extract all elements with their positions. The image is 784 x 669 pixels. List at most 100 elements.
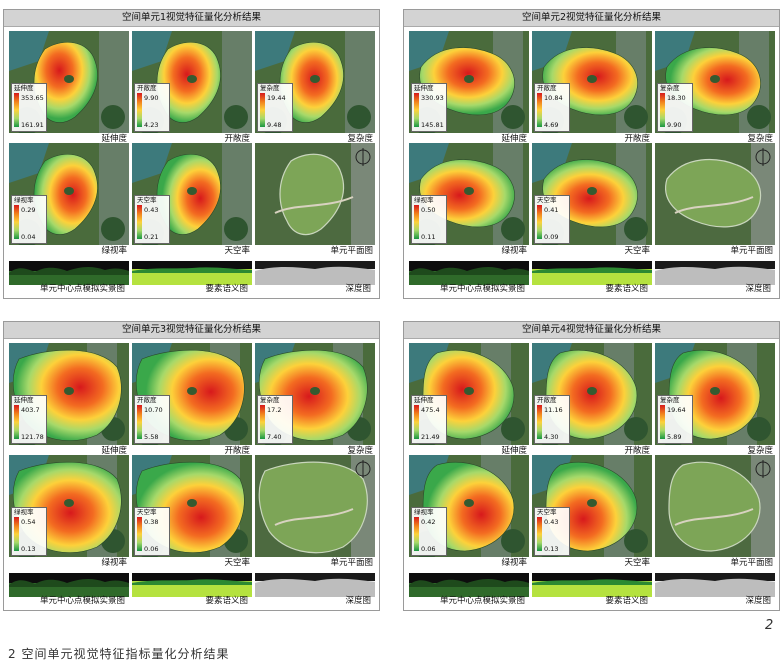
map-label: 复杂度 [747,446,773,456]
view-strip-label: 要素语义图 [605,284,648,294]
map-label: 复杂度 [347,134,373,144]
map-label: 单元平面图 [730,246,773,256]
legend-color-bar [660,405,665,439]
legend-title: 延伸度 [414,396,434,404]
legend-color-bar [137,93,142,127]
legend-max-value: 19.44 [267,94,286,102]
map-label: 延伸度 [101,134,127,144]
unit-title: 空间单元4视觉特征量化分析结果 [404,322,779,339]
legend-color-bar [137,517,142,551]
legend-title: 绿视率 [414,196,434,204]
legend-min-value: 21.49 [421,433,440,441]
heat-map-cell: 绿视率 0.50 0.11 绿视率 [409,143,529,257]
legend-min-value: 0.06 [421,545,436,553]
view-strip-row: 单元中心点模拟实景图 要素语义图 深度图 [409,573,776,606]
legend-max-value: 0.54 [21,518,36,526]
legend-min-value: 0.11 [421,233,436,241]
legend-title: 复杂度 [660,84,680,92]
map-label: 延伸度 [101,446,127,456]
plan-map-cell: 单元平面图 [255,455,375,569]
map-label: 复杂度 [347,446,373,456]
heat-map-image: 开敞度 11.16 4.30 [532,343,652,445]
legend-max-value: 0.43 [144,206,159,214]
legend-color-bar [14,517,19,551]
legend-color-bar [537,517,542,551]
view-strip-row: 单元中心点模拟实景图 要素语义图 深度图 [9,261,376,294]
legend-min-value: 0.04 [21,233,36,241]
legend-max-value: 0.43 [544,518,559,526]
map-legend: 天空率 0.43 0.13 [534,507,570,556]
legend-max-value: 11.16 [544,406,563,414]
view-strip: 深度图 [255,261,375,294]
heat-map-image: 绿视率 0.29 0.04 [9,143,129,245]
map-label: 开敞度 [224,134,250,144]
legend-min-value: 4.23 [144,121,159,129]
unit-title: 空间单元3视觉特征量化分析结果 [4,322,379,339]
legend-color-bar [137,405,142,439]
map-legend: 延伸度 475.4 21.49 [411,395,447,444]
legend-title: 天空率 [137,196,157,204]
view-strip-label: 深度图 [345,596,371,606]
heat-map-cell: 延伸度 403.7 121.78 延伸度 [9,343,129,457]
legend-title: 延伸度 [414,84,434,92]
heat-map-cell: 天空率 0.43 0.13 天空率 [532,455,652,569]
view-strip: 要素语义图 [132,573,252,606]
heat-map-image: 天空率 0.43 0.13 [532,455,652,557]
map-label: 绿视率 [501,558,527,568]
unit-plan-image [655,143,775,245]
legend-title: 复杂度 [260,396,280,404]
map-legend: 开敞度 10.70 5.58 [134,395,170,444]
legend-min-value: 0.21 [144,233,159,241]
view-strip-label: 深度图 [745,596,771,606]
map-label: 天空率 [624,246,650,256]
heat-map-image: 绿视率 0.54 0.13 [9,455,129,557]
view-strip-image [655,573,775,597]
legend-min-value: 5.89 [667,433,682,441]
legend-min-value: 5.58 [144,433,159,441]
legend-color-bar [414,405,419,439]
legend-title: 绿视率 [14,508,34,516]
spatial-unit-panel: 空间单元1视觉特征量化分析结果 延伸度 353.65 161.91 延伸度 开敞度 9.90… [3,9,380,299]
plan-map-cell: 单元平面图 [255,143,375,257]
heat-map-cell: 复杂度 18.30 9.90 复杂度 [655,31,775,145]
legend-title: 复杂度 [660,396,680,404]
view-strip-label: 深度图 [745,284,771,294]
view-strip-label: 单元中心点模拟实景图 [39,284,125,294]
heat-map-image: 复杂度 19.64 5.89 [655,343,775,445]
unit-title: 空间单元2视觉特征量化分析结果 [404,10,779,27]
map-legend: 开敞度 10.84 4.69 [534,83,570,132]
map-legend: 绿视率 0.29 0.04 [11,195,47,244]
view-strip-image [9,573,129,597]
legend-color-bar [414,93,419,127]
heat-map-cell: 复杂度 17.2 7.40 复杂度 [255,343,375,457]
legend-min-value: 4.69 [544,121,559,129]
heat-map-cell: 天空率 0.41 0.09 天空率 [532,143,652,257]
legend-max-value: 353.65 [21,94,44,102]
view-strip-label: 要素语义图 [605,596,648,606]
map-legend: 延伸度 330.93 145.81 [411,83,447,132]
heat-map-image: 天空率 0.38 0.06 [132,455,252,557]
view-strip-image [132,573,252,597]
view-strip-image [132,261,252,285]
legend-max-value: 0.29 [21,206,36,214]
view-strip: 单元中心点模拟实景图 [409,261,529,294]
unit-plan-image [255,143,375,245]
figure-caption: 2 空间单元视觉特征指标量化分析结果 [8,647,230,661]
legend-color-bar [14,93,19,127]
legend-color-bar [260,93,265,127]
unit-plan-image [255,455,375,557]
view-strip-image [255,261,375,285]
legend-color-bar [137,205,142,239]
legend-max-value: 19.64 [667,406,686,414]
legend-title: 开敞度 [137,396,157,404]
view-strip-image [9,261,129,285]
view-strip-image [409,573,529,597]
heat-map-cell: 开敞度 10.84 4.69 开敞度 [532,31,652,145]
heat-map-image: 延伸度 353.65 161.91 [9,31,129,133]
legend-title: 天空率 [537,508,557,516]
legend-max-value: 330.93 [421,94,444,102]
legend-max-value: 9.90 [144,94,159,102]
legend-max-value: 0.50 [421,206,436,214]
view-strip-row: 单元中心点模拟实景图 要素语义图 深度图 [409,261,776,294]
legend-color-bar [660,93,665,127]
